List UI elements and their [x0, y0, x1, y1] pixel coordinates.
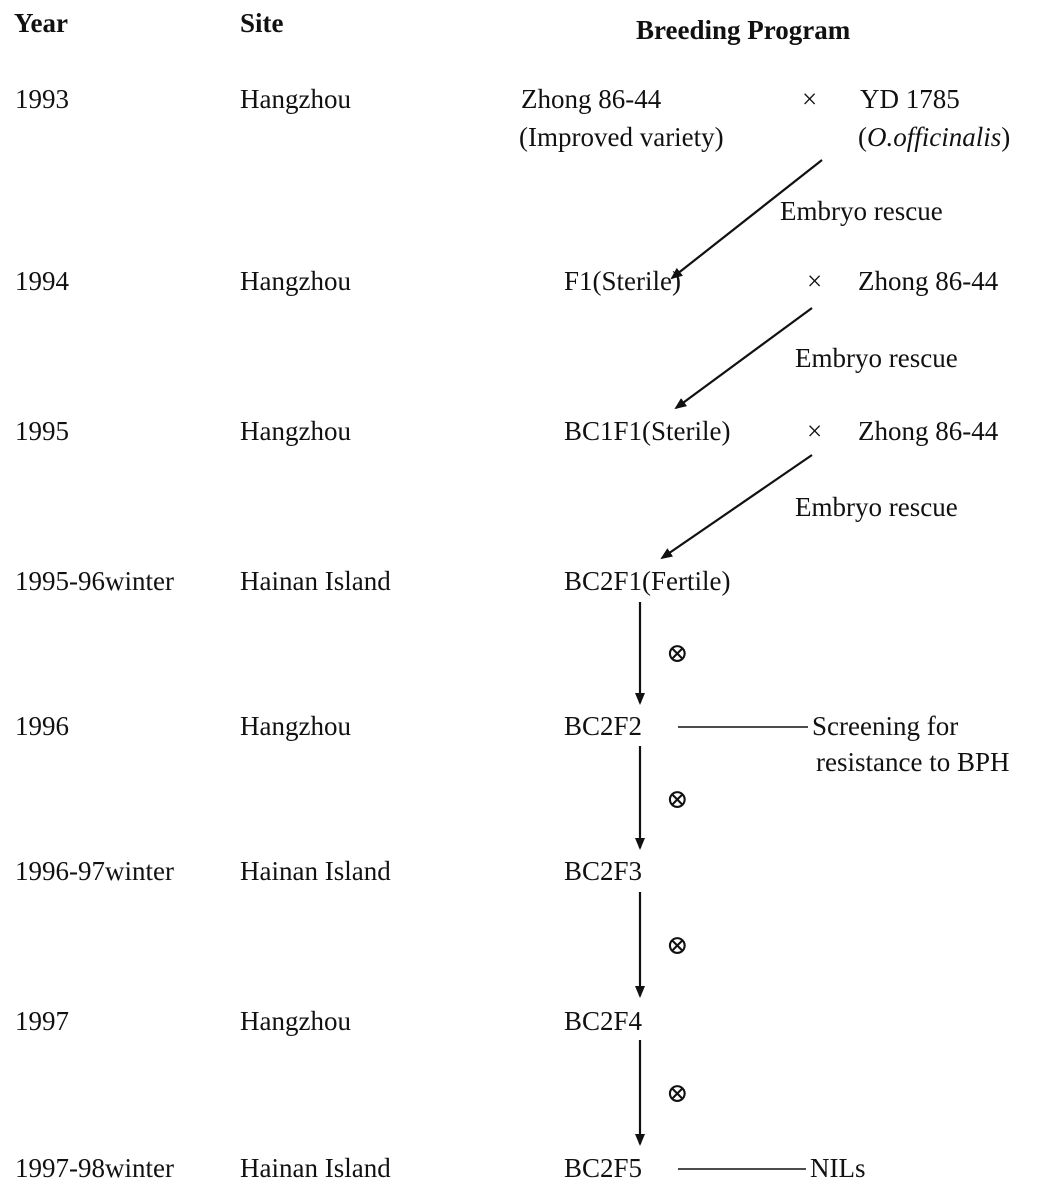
row-1996-97-site: Hainan Island: [240, 856, 391, 886]
selfing-symbol-2: ⊗: [666, 784, 689, 814]
row-1997-98-year: 1997-98winter: [15, 1153, 174, 1183]
row-1994-site: Hangzhou: [240, 266, 351, 296]
row-1993-year: 1993: [15, 84, 69, 114]
row-1993-site: Hangzhou: [240, 84, 351, 114]
generation-f1: F1(Sterile): [564, 266, 681, 296]
recurrent-parent-1995: Zhong 86-44: [858, 416, 999, 446]
parent-male-note: (O.officinalis): [858, 122, 1011, 152]
cross-symbol-1994: ×: [807, 266, 823, 296]
screening-note-line1: Screening for: [812, 711, 959, 741]
generation-bc2f2: BC2F2: [564, 711, 643, 741]
row-1995-year: 1995: [15, 416, 69, 446]
selfing-symbol-1: ⊗: [666, 638, 689, 668]
generation-bc2f4: BC2F4: [564, 1006, 643, 1036]
cross-symbol-1993: ×: [802, 84, 818, 114]
species-name: O.officinalis: [867, 122, 1002, 152]
diagonal-arrow-1993-1994: [670, 159, 823, 280]
header-breeding-program: Breeding Program: [636, 15, 851, 45]
recurrent-parent-1994: Zhong 86-44: [858, 266, 999, 296]
row-1995-96-site: Hainan Island: [240, 566, 391, 596]
embryo-rescue-label-3: Embryo rescue: [795, 492, 958, 522]
screening-note-line2: resistance to BPH: [816, 747, 1010, 777]
embryo-rescue-label-2: Embryo rescue: [795, 343, 958, 373]
selfing-symbol-3: ⊗: [666, 930, 689, 960]
row-1996-site: Hangzhou: [240, 711, 351, 741]
embryo-rescue-label-1: Embryo rescue: [780, 196, 943, 226]
cross-symbol-1995: ×: [807, 416, 823, 446]
parent-male-label: YD 1785: [860, 84, 960, 114]
generation-bc2f5: BC2F5: [564, 1153, 643, 1183]
row-1996-97-year: 1996-97winter: [15, 856, 174, 886]
row-1997-year: 1997: [15, 1006, 69, 1036]
parent-female-label: Zhong 86-44: [521, 84, 662, 114]
row-1994-year: 1994: [15, 266, 69, 296]
nils-label: NILs: [810, 1153, 866, 1183]
diagonal-arrow-1994-1995: [674, 307, 813, 410]
selfing-symbol-4: ⊗: [666, 1078, 689, 1108]
header-year: Year: [14, 8, 68, 38]
row-1997-site: Hangzhou: [240, 1006, 351, 1036]
row-1997-98-site: Hainan Island: [240, 1153, 391, 1183]
parent-female-note: (Improved variety): [519, 122, 724, 152]
row-1995-site: Hangzhou: [240, 416, 351, 446]
header-site: Site: [240, 8, 284, 38]
generation-bc2f1: BC2F1(Fertile): [564, 566, 731, 596]
row-1996-year: 1996: [15, 711, 69, 741]
diagonal-arrow-1995-1996: [660, 454, 813, 560]
generation-bc2f3: BC2F3: [564, 856, 643, 886]
row-1995-96-year: 1995-96winter: [15, 566, 174, 596]
generation-bc1f1: BC1F1(Sterile): [564, 416, 731, 446]
